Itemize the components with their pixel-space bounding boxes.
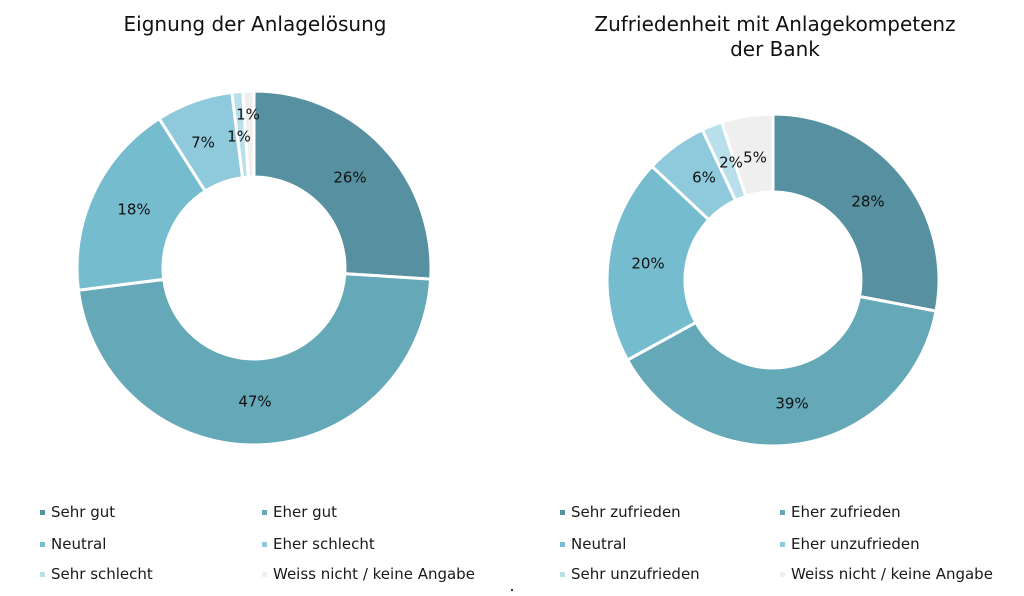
left-legend-marker-3 [262, 541, 267, 547]
right-legend-item-0: Sehr zufrieden [560, 503, 681, 521]
left-legend-label-4: Sehr schlecht [51, 565, 153, 583]
left-slice-0 [252, 89, 433, 281]
right-legend-marker-5 [780, 571, 785, 577]
left-slice-2 [75, 116, 208, 292]
left-legend-item-1: Eher gut [262, 503, 337, 521]
left-legend-label-1: Eher gut [273, 503, 338, 521]
right-slice-label-2: 20% [631, 255, 664, 273]
stray-dot [511, 589, 513, 591]
left-legend-marker-5 [262, 571, 267, 577]
right-slice-label-5: 5% [743, 149, 767, 167]
right-legend-label-1: Eher zufrieden [791, 503, 901, 521]
right-legend-item-1: Eher zufrieden [780, 503, 901, 521]
chart-title-right-line1: Zufriedenheit mit Anlagekompetenz der Ba… [594, 12, 956, 61]
chart-title-left: Eignung der Anlagelösung [123, 12, 387, 36]
left-legend-marker-4 [40, 571, 45, 577]
right-legend-marker-0 [560, 509, 565, 515]
right-slice-label-1: 39% [775, 395, 808, 413]
left-legend-label-2: Neutral [51, 535, 107, 553]
left-legend-marker-2 [40, 541, 45, 547]
right-slice-label-3: 6% [692, 169, 716, 187]
left-slice-5 [241, 89, 256, 179]
left-legend-item-4: Sehr schlecht [40, 565, 153, 583]
left-legend-item-5: Weiss nicht / keine Angabe [262, 565, 475, 583]
left-slice-label-3: 7% [191, 134, 215, 152]
chart-title-right: Zufriedenheit mit Anlagekompetenz der Ba… [560, 12, 990, 62]
right-legend-label-3: Eher unzufrieden [791, 535, 920, 553]
left-slice-label-1: 47% [238, 393, 271, 411]
right-legend-marker-1 [780, 509, 785, 515]
left-legend-label-0: Sehr gut [51, 503, 116, 521]
left-legend-marker-1 [262, 509, 267, 515]
right-legend-label-2: Neutral [571, 535, 627, 553]
right-legend-marker-4 [560, 571, 565, 577]
right-slice-0 [771, 112, 941, 313]
left-slice-1 [76, 272, 433, 447]
right-legend-item-3: Eher unzufrieden [780, 535, 920, 553]
right-legend-item-2: Neutral [560, 535, 626, 553]
left-slice-label-0: 26% [333, 169, 366, 187]
left-slice-label-5: 1% [236, 106, 260, 124]
right-legend-label-4: Sehr unzufrieden [571, 565, 700, 583]
right-legend-item-4: Sehr unzufrieden [560, 565, 700, 583]
right-slice-label-4: 2% [719, 154, 743, 172]
left-legend-label-5: Weiss nicht / keine Angabe [273, 565, 475, 583]
right-legend-label-0: Sehr zufrieden [571, 503, 681, 521]
left-legend-marker-0 [40, 509, 45, 515]
left-slice-label-2: 18% [117, 201, 150, 219]
right-legend-marker-2 [560, 541, 565, 547]
left-legend-item-3: Eher schlecht [262, 535, 375, 553]
right-legend-item-5: Weiss nicht / keine Angabe [780, 565, 993, 583]
left-legend-label-3: Eher schlecht [273, 535, 375, 553]
left-legend-item-2: Neutral [40, 535, 106, 553]
right-slice-1 [625, 294, 938, 448]
right-legend-label-5: Weiss nicht / keine Angabe [791, 565, 993, 583]
right-slice-label-0: 28% [851, 193, 884, 211]
right-slice-2 [605, 164, 711, 363]
right-slice-5 [719, 112, 775, 199]
left-slice-label-4: 1% [227, 128, 251, 146]
right-legend-marker-3 [780, 541, 785, 547]
left-legend-item-0: Sehr gut [40, 503, 115, 521]
